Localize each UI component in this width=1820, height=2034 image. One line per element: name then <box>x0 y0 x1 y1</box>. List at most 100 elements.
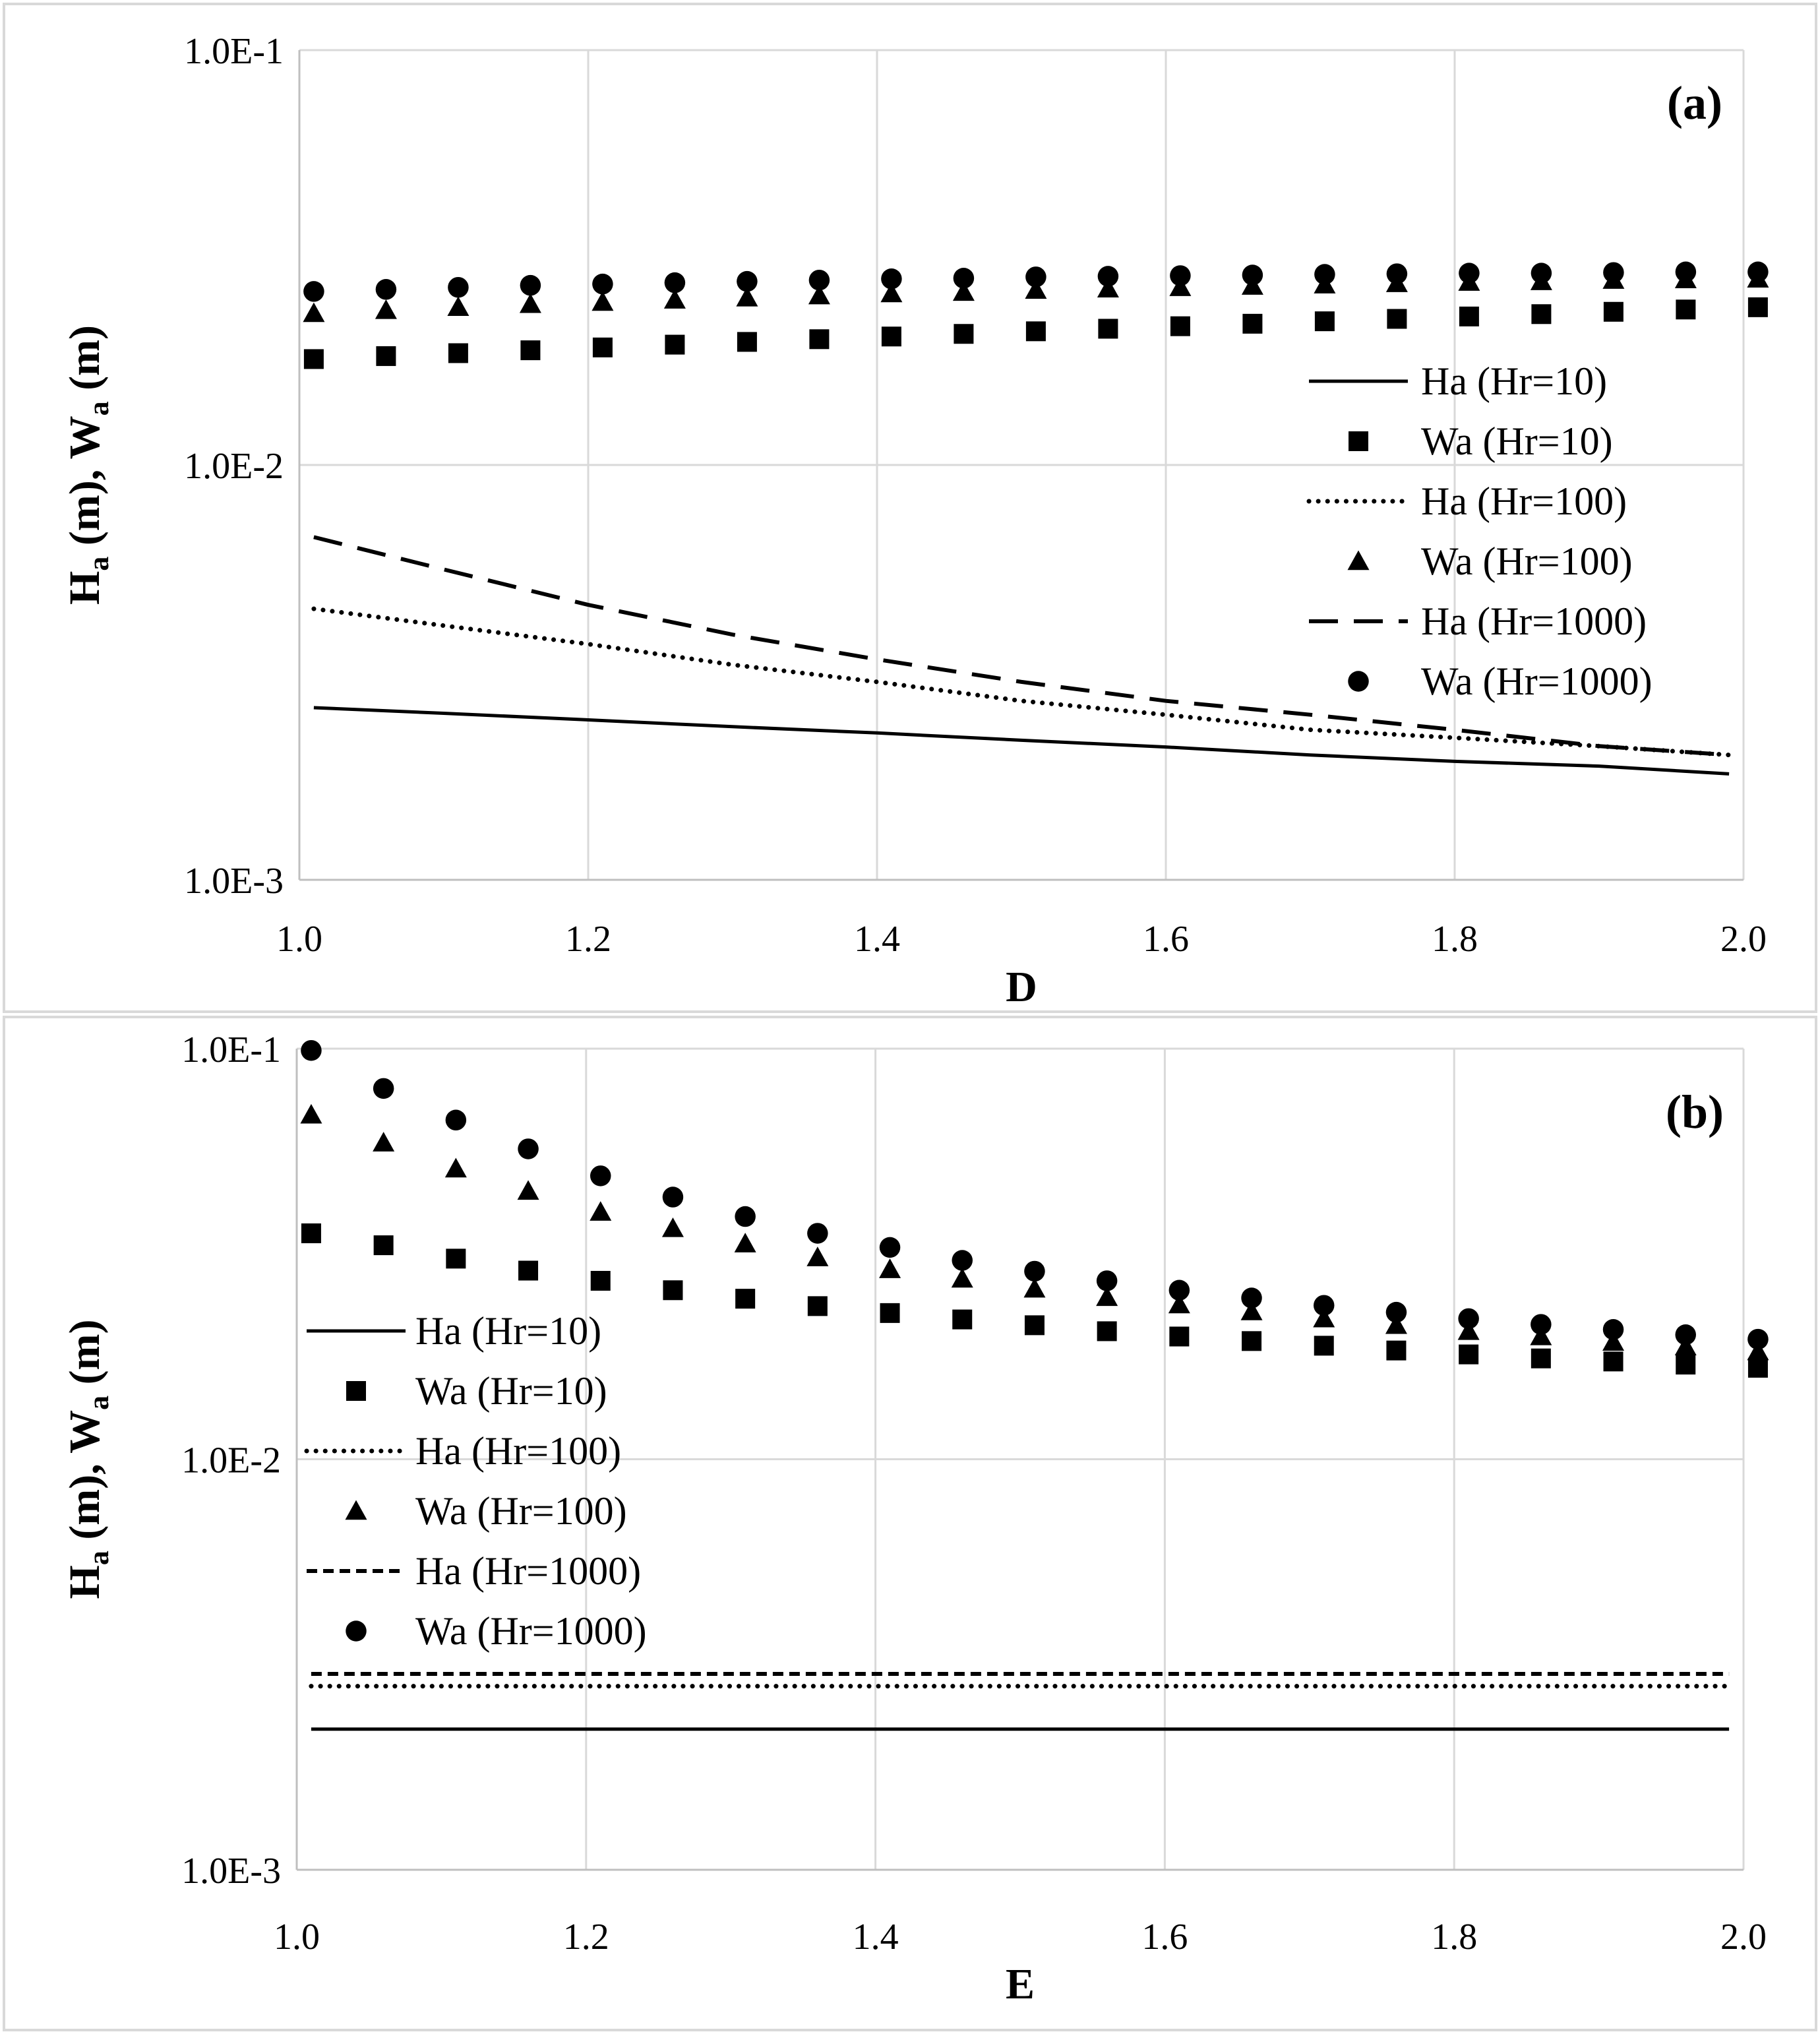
data-point <box>1170 316 1190 336</box>
x-tick-label: 1.8 <box>1432 919 1478 960</box>
legend-label: Wa (Hr=100) <box>1421 539 1633 583</box>
data-point <box>737 332 757 352</box>
data-point <box>1025 321 1046 342</box>
data-point <box>1242 1331 1262 1351</box>
data-point <box>737 270 758 292</box>
data-point <box>300 1103 322 1124</box>
legend-label: Wa (Hr=1000) <box>415 1609 647 1653</box>
data-point <box>1387 309 1407 329</box>
data-point <box>1459 262 1480 284</box>
data-point <box>1024 1260 1045 1282</box>
legend-symbol <box>345 1500 367 1520</box>
data-point <box>303 302 325 323</box>
legend-entry: Ha (Hr=10) <box>1309 359 1607 403</box>
panel-a-border <box>3 3 1817 1013</box>
data-point <box>807 1223 828 1244</box>
data-point <box>1096 1270 1118 1291</box>
legend-entry: Wa (Hr=10) <box>1349 419 1613 463</box>
data-point <box>952 1309 973 1330</box>
legend-entry: Ha (Hr=100) <box>304 1429 621 1473</box>
legend-symbol <box>1347 550 1370 570</box>
legend-entry: Wa (Hr=1000) <box>346 1609 647 1653</box>
data-point <box>953 268 975 289</box>
data-point <box>518 1138 539 1159</box>
data-point <box>444 1157 467 1178</box>
data-point <box>952 1250 973 1271</box>
data-point <box>445 1109 467 1131</box>
data-point <box>448 343 468 363</box>
series-wa-hr-100- <box>300 1103 1769 1361</box>
data-point <box>1097 1321 1117 1341</box>
data-point <box>301 1223 321 1243</box>
legend-label: Ha (Hr=1000) <box>415 1549 641 1593</box>
y-axis-title: Ha (m), Wa (m) <box>61 325 115 605</box>
data-point <box>1098 319 1118 339</box>
data-point <box>665 334 685 355</box>
data-point <box>1314 264 1335 285</box>
legend-label: Ha (Hr=100) <box>415 1429 621 1473</box>
series-wa-hr-1000- <box>301 1039 1769 1350</box>
data-point <box>1747 1357 1768 1378</box>
data-point <box>736 286 758 307</box>
legend-label: Ha (Hr=1000) <box>1421 600 1647 643</box>
data-point <box>446 1248 466 1269</box>
series-ha-hr-10- <box>313 706 1730 776</box>
x-tick-label: 1.4 <box>854 919 900 960</box>
data-point <box>1458 1308 1479 1330</box>
data-point <box>880 282 903 303</box>
data-point <box>376 346 396 366</box>
data-point <box>735 1206 756 1227</box>
data-point <box>664 272 686 293</box>
legend-entry: Wa (Hr=100) <box>345 1489 627 1533</box>
legend-label: Wa (Hr=10) <box>1421 419 1613 463</box>
legend-symbol <box>1348 671 1369 692</box>
y-tick-label: 1.0E-3 <box>184 861 284 902</box>
data-point <box>880 1303 900 1323</box>
x-tick-label: 1.0 <box>276 919 322 960</box>
data-point <box>663 1280 683 1301</box>
data-point <box>1313 1295 1335 1316</box>
legend-entry: Wa (Hr=100) <box>1347 539 1633 583</box>
legend-symbol <box>346 1620 367 1642</box>
data-point <box>590 1165 611 1186</box>
data-point <box>301 1039 322 1061</box>
x-tick-label: 1.8 <box>1431 1917 1477 1957</box>
data-point <box>520 274 541 296</box>
x-tick-label: 1.6 <box>1143 919 1189 960</box>
data-point <box>1676 1355 1696 1375</box>
data-point <box>881 326 901 347</box>
data-point <box>1747 1328 1769 1350</box>
data-point <box>518 1260 539 1281</box>
data-point <box>517 1180 539 1200</box>
data-point <box>1023 1278 1046 1298</box>
data-point <box>881 268 902 290</box>
data-point <box>952 281 975 301</box>
legend-label: Wa (Hr=100) <box>415 1489 627 1533</box>
x-tick-label: 1.6 <box>1141 1917 1188 1957</box>
data-point <box>1674 1336 1697 1356</box>
legend-symbol <box>346 1381 366 1401</box>
data-point <box>375 299 397 319</box>
panel-b: 1.0 1.2 1.4 1.6 1.8 2.0 1.0E-3 1.0E-2 1.0E-1 E Ha … <box>61 1030 1769 2008</box>
data-point <box>303 281 324 302</box>
legend-label: Ha (Hr=10) <box>1421 359 1607 403</box>
data-point <box>1459 306 1479 326</box>
data-point <box>1602 1319 1624 1340</box>
data-point <box>951 1268 973 1288</box>
data-point <box>1602 1331 1625 1351</box>
x-tick-label: 1.2 <box>565 919 611 960</box>
data-point <box>590 1201 612 1221</box>
data-point <box>1168 1293 1190 1314</box>
data-point <box>1747 297 1768 317</box>
data-point <box>661 1217 684 1237</box>
legend-label: Ha (Hr=100) <box>1421 479 1627 523</box>
data-point <box>1530 1325 1552 1345</box>
legend-symbol <box>1349 431 1368 451</box>
data-point <box>1603 301 1623 322</box>
legend-entry: Ha (Hr=10) <box>307 1309 601 1353</box>
data-point <box>807 1296 828 1316</box>
x-tick-label: 1.4 <box>853 1917 899 1957</box>
data-point <box>520 340 541 361</box>
data-point <box>663 289 686 309</box>
y-tick-label: 1.0E-1 <box>184 31 284 72</box>
